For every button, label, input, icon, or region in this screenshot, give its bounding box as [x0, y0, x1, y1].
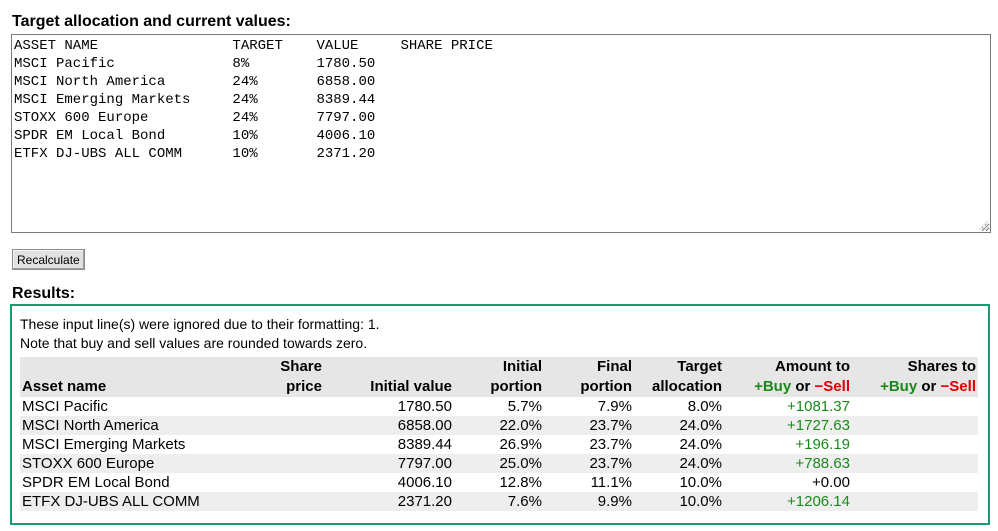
header-shares-buy: +Buy: [880, 378, 918, 395]
cell-initial-value: 1780.50: [397, 398, 452, 415]
results-table-body: MSCI Pacific 1780.50 5.7% 7.9% 8.0% +108…: [20, 397, 978, 511]
cell-asset-name: STOXX 600 Europe: [22, 455, 155, 472]
table-row: ETFX DJ-UBS ALL COMM 2371.20 7.6% 9.9% 1…: [20, 492, 978, 511]
results-content: These input line(s) were ignored due to …: [20, 315, 980, 511]
cell-target-allocation: 10.0%: [679, 493, 722, 510]
cell-target-allocation: 24.0%: [679, 436, 722, 453]
cell-target-allocation: 24.0%: [679, 417, 722, 434]
header-shares-sell: −Sell: [940, 378, 976, 395]
cell-amount: +1727.63: [787, 417, 850, 434]
cell-initial-value: 7797.00: [397, 455, 452, 472]
allocation-input-wrap: [11, 34, 991, 233]
cell-asset-name: SPDR EM Local Bond: [22, 474, 170, 491]
header-amount-line1: Amount to: [775, 358, 850, 375]
header-initial-portion-line2: portion: [490, 378, 542, 395]
cell-asset-name: MSCI North America: [22, 417, 159, 434]
header-initial-value-label: Initial value: [370, 378, 452, 395]
cell-target-allocation: 24.0%: [679, 455, 722, 472]
cell-initial-portion: 25.0%: [499, 455, 542, 472]
cell-initial-portion: 26.9%: [499, 436, 542, 453]
table-row: MSCI North America 6858.00 22.0% 23.7% 2…: [20, 416, 978, 435]
input-heading: Target allocation and current values:: [12, 13, 291, 30]
cell-asset-name: ETFX DJ-UBS ALL COMM: [22, 493, 200, 510]
table-row: MSCI Emerging Markets 8389.44 26.9% 23.7…: [20, 435, 978, 454]
cell-share-price: [260, 454, 324, 473]
cell-final-portion: 9.9%: [597, 493, 632, 510]
cell-final-portion: 23.7%: [589, 436, 632, 453]
results-heading: Results:: [12, 285, 76, 302]
cell-initial-value: 4006.10: [397, 474, 452, 491]
recalculate-button[interactable]: Recalculate: [12, 249, 85, 270]
cell-shares: [852, 416, 978, 435]
header-target-allocation-line1: Target: [677, 358, 722, 375]
cell-initial-value: 2371.20: [397, 493, 452, 510]
cell-initial-value: 6858.00: [397, 417, 452, 434]
cell-share-price: [260, 492, 324, 511]
cell-share-price: [260, 397, 324, 416]
cell-asset-name: MSCI Pacific: [22, 398, 108, 415]
header-amount-or: or: [791, 378, 815, 395]
table-row: MSCI Pacific 1780.50 5.7% 7.9% 8.0% +108…: [20, 397, 978, 416]
header-shares-or: or: [917, 378, 941, 395]
cell-final-portion: 23.7%: [589, 455, 632, 472]
cell-final-portion: 11.1%: [590, 474, 632, 491]
cell-initial-portion: 7.6%: [507, 493, 542, 510]
header-final-portion-line1: Final: [596, 358, 632, 375]
header-amount: Amount to +Buy or −Sell: [724, 357, 852, 397]
header-initial-portion: Initial portion: [454, 357, 544, 397]
table-row: SPDR EM Local Bond 4006.10 12.8% 11.1% 1…: [20, 473, 978, 492]
header-final-portion-line2: portion: [580, 378, 632, 395]
cell-share-price: [260, 416, 324, 435]
cell-target-allocation: 10.0%: [679, 474, 722, 491]
cell-initial-portion: 22.0%: [499, 417, 542, 434]
cell-share-price: [260, 473, 324, 492]
header-target-allocation: Target allocation: [634, 357, 724, 397]
cell-target-allocation: 8.0%: [687, 398, 722, 415]
cell-shares: [852, 435, 978, 454]
results-table: Asset name Share price Initial value Ini…: [20, 357, 978, 511]
cell-amount: +1081.37: [787, 398, 850, 415]
cell-shares: [852, 454, 978, 473]
cell-final-portion: 7.9%: [597, 398, 632, 415]
cell-asset-name: MSCI Emerging Markets: [22, 436, 186, 453]
cell-share-price: [260, 435, 324, 454]
cell-initial-value: 8389.44: [397, 436, 452, 453]
cell-shares: [852, 492, 978, 511]
header-asset-name-label: Asset name: [22, 378, 107, 395]
header-shares: Shares to +Buy or −Sell: [852, 357, 978, 397]
cell-shares: [852, 397, 978, 416]
cell-amount: +0.00: [812, 474, 850, 491]
ignored-lines-note: These input line(s) were ignored due to …: [20, 316, 380, 332]
header-share-price-line2: price: [286, 378, 322, 395]
results-table-header: Asset name Share price Initial value Ini…: [20, 357, 978, 397]
cell-amount: +788.63: [795, 455, 850, 472]
results-panel: These input line(s) were ignored due to …: [10, 304, 990, 525]
header-final-portion: Final portion: [544, 357, 634, 397]
rounding-note: Note that buy and sell values are rounde…: [20, 335, 368, 351]
header-initial-portion-line1: Initial: [502, 358, 542, 375]
cell-amount: +1206.14: [787, 493, 850, 510]
header-amount-sell: −Sell: [814, 378, 850, 395]
cell-amount: +196.19: [795, 436, 850, 453]
cell-final-portion: 23.7%: [589, 417, 632, 434]
header-shares-line1: Shares to: [907, 358, 976, 375]
header-amount-buy: +Buy: [754, 378, 792, 395]
allocation-input[interactable]: [11, 34, 991, 233]
header-share-price-line1: Share: [280, 358, 322, 375]
cell-initial-portion: 5.7%: [507, 398, 542, 415]
header-initial-value: Initial value: [324, 357, 454, 397]
cell-shares: [852, 473, 978, 492]
header-asset-name: Asset name: [20, 357, 260, 397]
cell-initial-portion: 12.8%: [499, 474, 542, 491]
header-share-price: Share price: [260, 357, 324, 397]
header-row: Asset name Share price Initial value Ini…: [20, 357, 978, 397]
header-target-allocation-line2: allocation: [651, 378, 722, 395]
table-row: STOXX 600 Europe 7797.00 25.0% 23.7% 24.…: [20, 454, 978, 473]
